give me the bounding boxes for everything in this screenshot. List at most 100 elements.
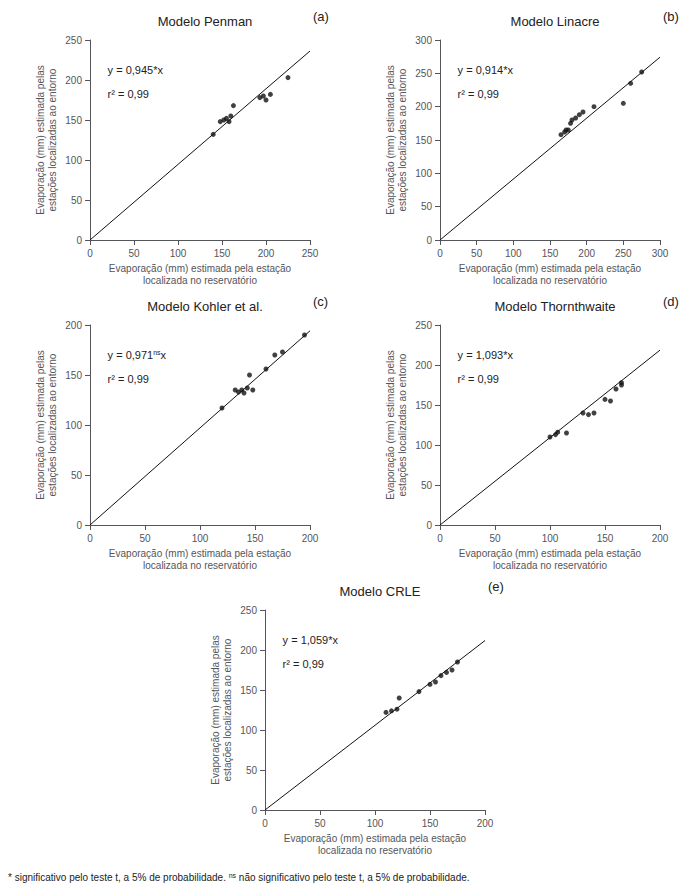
svg-text:(a): (a) <box>313 9 329 24</box>
svg-text:Evaporação (mm) estimada pelas: Evaporação (mm) estimada pelas <box>385 65 396 215</box>
svg-text:0: 0 <box>76 520 82 531</box>
svg-text:estações localizadas ao entorn: estações localizadas ao entorno <box>47 68 58 211</box>
svg-text:localizada no reservatório: localizada no reservatório <box>493 560 607 571</box>
svg-text:250: 250 <box>615 248 632 259</box>
svg-text:150: 150 <box>65 370 82 381</box>
svg-text:Modelo Thornthwaite: Modelo Thornthwaite <box>494 299 615 314</box>
svg-text:r² = 0,99: r² = 0,99 <box>458 373 499 385</box>
svg-text:estações localizadas ao entorn: estações localizadas ao entorno <box>397 353 408 496</box>
svg-text:localizada no reservatório: localizada no reservatório <box>318 845 432 856</box>
svg-text:(e): (e) <box>488 579 504 594</box>
svg-text:Evaporação (mm) estimada pela: Evaporação (mm) estimada pela estação <box>284 833 467 844</box>
svg-text:50: 50 <box>128 248 140 259</box>
svg-text:Evaporação (mm) estimada pela: Evaporação (mm) estimada pela estação <box>459 263 642 274</box>
svg-text:r² = 0,99: r² = 0,99 <box>458 88 499 100</box>
svg-text:r² = 0,99: r² = 0,99 <box>108 373 149 385</box>
svg-text:r² = 0,99: r² = 0,99 <box>108 88 149 100</box>
svg-text:0: 0 <box>437 533 443 544</box>
svg-text:y = 0,914*x: y = 0,914*x <box>458 64 514 76</box>
svg-text:200: 200 <box>65 320 82 331</box>
svg-text:Evaporação (mm) estimada pela: Evaporação (mm) estimada pela estação <box>109 548 292 559</box>
svg-text:200: 200 <box>240 645 257 656</box>
svg-text:0: 0 <box>76 235 82 246</box>
svg-text:100: 100 <box>367 818 384 829</box>
svg-text:estações localizadas ao entorn: estações localizadas ao entorno <box>47 353 58 496</box>
svg-text:150: 150 <box>240 685 257 696</box>
svg-text:150: 150 <box>247 533 264 544</box>
svg-text:200: 200 <box>302 533 319 544</box>
svg-text:100: 100 <box>170 248 187 259</box>
svg-text:Modelo Penman: Modelo Penman <box>158 14 253 29</box>
svg-text:0: 0 <box>426 235 432 246</box>
svg-text:0: 0 <box>87 248 93 259</box>
svg-text:50: 50 <box>314 818 326 829</box>
svg-text:200: 200 <box>415 101 432 112</box>
svg-text:150: 150 <box>65 115 82 126</box>
svg-text:0: 0 <box>426 520 432 531</box>
svg-text:Modelo Linacre: Modelo Linacre <box>511 14 600 29</box>
svg-text:localizada no reservatório: localizada no reservatório <box>143 560 257 571</box>
svg-text:300: 300 <box>652 248 669 259</box>
svg-text:50: 50 <box>489 533 501 544</box>
svg-text:150: 150 <box>214 248 231 259</box>
svg-text:100: 100 <box>65 420 82 431</box>
svg-text:0: 0 <box>262 818 268 829</box>
svg-text:y = 0,945*x: y = 0,945*x <box>108 64 164 76</box>
svg-text:250: 250 <box>240 605 257 616</box>
svg-text:Evaporação (mm) estimada pelas: Evaporação (mm) estimada pelas <box>35 65 46 215</box>
svg-text:(d): (d) <box>663 294 679 309</box>
svg-text:50: 50 <box>471 248 483 259</box>
svg-text:100: 100 <box>415 168 432 179</box>
svg-text:150: 150 <box>415 400 432 411</box>
svg-text:300: 300 <box>415 35 432 46</box>
svg-text:Modelo Kohler et al.: Modelo Kohler et al. <box>147 299 263 314</box>
svg-text:0: 0 <box>87 533 93 544</box>
svg-text:250: 250 <box>415 320 432 331</box>
svg-text:150: 150 <box>597 533 614 544</box>
svg-text:localizada no reservatório: localizada no reservatório <box>143 275 257 286</box>
svg-text:200: 200 <box>258 248 275 259</box>
svg-text:50: 50 <box>421 201 433 212</box>
svg-text:(c): (c) <box>313 294 328 309</box>
svg-text:y = 0,971: y = 0,971 <box>108 349 154 361</box>
svg-text:250: 250 <box>415 68 432 79</box>
svg-text:200: 200 <box>652 533 669 544</box>
svg-text:150: 150 <box>542 248 559 259</box>
svg-text:100: 100 <box>65 155 82 166</box>
svg-text:250: 250 <box>65 35 82 46</box>
svg-text:y = 1,093*x: y = 1,093*x <box>458 349 514 361</box>
svg-text:Evaporação (mm) estimada pelas: Evaporação (mm) estimada pelas <box>385 350 396 500</box>
svg-text:Evaporação (mm) estimada pelas: Evaporação (mm) estimada pelas <box>35 350 46 500</box>
svg-text:r² = 0,99: r² = 0,99 <box>283 658 324 670</box>
svg-text:Evaporação (mm) estimada pelas: Evaporação (mm) estimada pelas <box>210 635 221 785</box>
svg-text:150: 150 <box>422 818 439 829</box>
svg-text:0: 0 <box>437 248 443 259</box>
svg-text:50: 50 <box>71 470 83 481</box>
svg-text:0: 0 <box>251 805 257 816</box>
svg-text:Modelo CRLE: Modelo CRLE <box>340 584 421 599</box>
svg-text:Evaporação (mm) estimada pela: Evaporação (mm) estimada pela estação <box>459 548 642 559</box>
svg-text:200: 200 <box>415 360 432 371</box>
svg-text:100: 100 <box>542 533 559 544</box>
svg-text:Evaporação (mm) estimada pela: Evaporação (mm) estimada pela estação <box>109 263 292 274</box>
svg-text:200: 200 <box>65 75 82 86</box>
svg-text:150: 150 <box>415 135 432 146</box>
svg-text:50: 50 <box>246 765 258 776</box>
svg-text:100: 100 <box>192 533 209 544</box>
svg-text:estações localizadas ao entorn: estações localizadas ao entorno <box>397 68 408 211</box>
svg-text:x: x <box>161 349 167 361</box>
svg-text:* significativo pelo teste t,: * significativo pelo teste t, a 5% de pr… <box>8 872 229 883</box>
svg-text:100: 100 <box>415 440 432 451</box>
svg-text:não significativo pelo teste t: não significativo pelo teste t, a 5% de … <box>236 872 470 883</box>
svg-text:250: 250 <box>302 248 319 259</box>
svg-text:100: 100 <box>240 725 257 736</box>
svg-text:localizada no reservatório: localizada no reservatório <box>493 275 607 286</box>
svg-text:50: 50 <box>139 533 151 544</box>
svg-text:50: 50 <box>421 480 433 491</box>
svg-text:y = 1,059*x: y = 1,059*x <box>283 634 339 646</box>
svg-text:200: 200 <box>578 248 595 259</box>
svg-text:200: 200 <box>477 818 494 829</box>
svg-text:100: 100 <box>505 248 522 259</box>
svg-text:50: 50 <box>71 195 83 206</box>
svg-text:(b): (b) <box>663 9 679 24</box>
